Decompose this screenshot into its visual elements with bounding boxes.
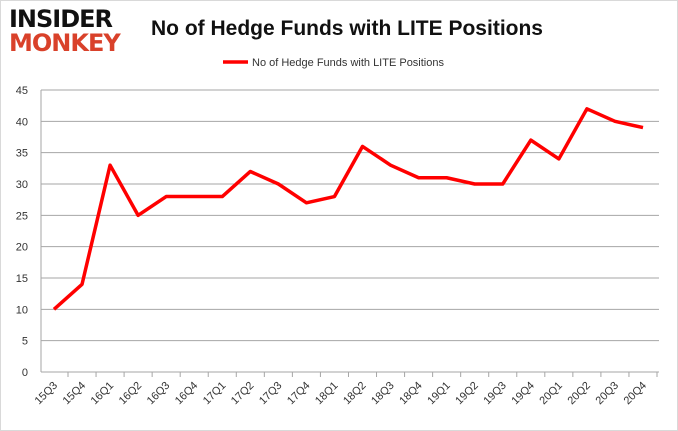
y-tick-label: 15	[16, 273, 28, 285]
y-tick-label: 45	[16, 85, 28, 97]
x-tick-label: 18Q1	[313, 380, 341, 408]
logo-line-2: MONKEY	[9, 29, 121, 57]
y-tick-label: 5	[22, 336, 28, 348]
x-tick-label: 20Q2	[566, 380, 594, 408]
x-tick-label: 19Q2	[453, 380, 481, 408]
x-tick-label: 17Q4	[285, 380, 313, 408]
x-tick-label: 20Q4	[622, 380, 650, 408]
x-tick-label: 18Q2	[341, 380, 369, 408]
x-tick-label: 16Q2	[117, 380, 145, 408]
x-tick-label: 16Q1	[89, 380, 117, 408]
x-tick-label: 16Q3	[145, 380, 173, 408]
y-tick-label: 0	[22, 367, 28, 379]
x-tick-label: 18Q4	[397, 380, 425, 408]
y-tick-label: 10	[16, 304, 28, 316]
y-tick-label: 35	[16, 148, 28, 160]
y-tick-label: 20	[16, 242, 28, 254]
chart-title: No of Hedge Funds with LITE Positions	[151, 17, 543, 40]
x-tick-label: 19Q1	[425, 380, 453, 408]
x-tick-label: 20Q1	[537, 380, 565, 408]
series-line	[52, 107, 644, 311]
y-tick-label: 30	[16, 179, 28, 191]
x-tick-label: 18Q3	[369, 380, 397, 408]
logo-line-1: INSIDER	[9, 5, 113, 33]
legend-label: No of Hedge Funds with LITE Positions	[252, 57, 444, 69]
x-tick-label: 17Q3	[257, 380, 285, 408]
x-tick-label: 16Q4	[173, 380, 201, 408]
y-tick-label: 40	[16, 116, 28, 128]
x-tick-label: 15Q3	[33, 380, 61, 408]
insider-monkey-logo: INSIDER MONKEY	[9, 5, 121, 57]
y-tick-label: 25	[16, 210, 28, 222]
x-tick-label: 20Q3	[594, 380, 622, 408]
x-tick-label: 19Q4	[509, 380, 537, 408]
x-tick-label: 17Q2	[229, 380, 257, 408]
x-tick-label: 19Q3	[481, 380, 509, 408]
x-tick-label: 15Q4	[61, 380, 89, 408]
x-tick-label: 17Q1	[201, 380, 229, 408]
